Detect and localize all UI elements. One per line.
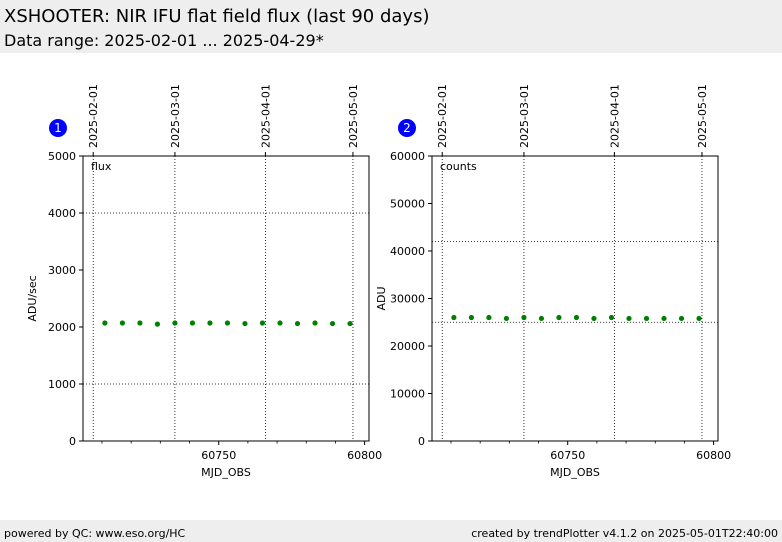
- data-point: [172, 320, 178, 326]
- y-axis-label: ADU: [375, 286, 388, 310]
- data-point: [451, 314, 457, 321]
- y-tick-label: 60000: [390, 150, 425, 163]
- panel-badge-icon: [398, 119, 416, 137]
- top-date-label: 2025-05-01: [696, 84, 709, 148]
- data-point: [521, 314, 527, 321]
- y-axis-label: ADU/sec: [26, 275, 39, 321]
- data-point: [538, 315, 545, 322]
- x-tick-label: 60750: [550, 449, 585, 462]
- data-point: [626, 315, 632, 322]
- y-tick-label: 50000: [390, 198, 425, 211]
- trend-plots: 1 2025-02-01 2025-03-01 2025-04-01 2025-05-0…: [26, 84, 731, 479]
- y-tick-label: 0: [418, 435, 425, 448]
- top-date-label: 2025-02-01: [436, 84, 449, 148]
- data-point: [329, 320, 336, 327]
- top-date-label: 2025-03-01: [518, 84, 531, 148]
- x-tick-label: 60750: [201, 449, 236, 462]
- data-point: [189, 320, 196, 326]
- top-date-label: 2025-04-01: [608, 84, 621, 148]
- x-axis-label: MJD_OBS: [550, 466, 600, 479]
- data-point: [608, 314, 615, 321]
- x-tick-label: 60800: [696, 449, 731, 462]
- y-tick-label: 20000: [390, 340, 425, 353]
- data-point: [312, 320, 318, 326]
- y-tick-label: 4000: [48, 207, 76, 220]
- panel-label: counts: [440, 160, 477, 173]
- data-point: [468, 314, 474, 321]
- top-date-label: 2025-04-01: [259, 84, 272, 148]
- data-point: [119, 320, 125, 326]
- data-point: [294, 320, 301, 327]
- data-point: [661, 315, 667, 322]
- y-tick-label: 0: [69, 435, 76, 448]
- data-point: [347, 320, 353, 327]
- data-point: [591, 315, 597, 322]
- data-point: [503, 315, 510, 322]
- data-point: [643, 315, 650, 322]
- page-title: XSHOOTER: NIR IFU flat field flux (last …: [4, 6, 430, 27]
- data-point: [224, 320, 231, 326]
- panel-badge-label: 2: [403, 121, 411, 135]
- data-point: [678, 315, 685, 322]
- y-tick-label: 10000: [390, 388, 425, 401]
- data-point: [259, 320, 266, 326]
- data-point: [102, 320, 108, 326]
- panel-badge-icon: [49, 119, 67, 137]
- data-point: [573, 314, 580, 321]
- data-point: [154, 321, 161, 327]
- x-tick-label: 60800: [347, 449, 382, 462]
- top-date-label: 2025-03-01: [169, 84, 182, 148]
- panel-badge-label: 1: [54, 121, 62, 135]
- data-point: [486, 314, 492, 321]
- plot-frame: [82, 155, 370, 442]
- data-point: [696, 315, 702, 322]
- data-point: [556, 314, 562, 321]
- panel-label: flux: [91, 160, 112, 173]
- page-header: XSHOOTER: NIR IFU flat field flux (last …: [0, 0, 782, 53]
- y-tick-label: 2000: [48, 321, 76, 334]
- y-tick-label: 3000: [48, 264, 76, 277]
- y-tick-label: 30000: [390, 293, 425, 306]
- page-subtitle: Data range: 2025-02-01 ... 2025-04-29*: [4, 31, 324, 50]
- plot-frame: [431, 155, 719, 442]
- y-tick-label: 1000: [48, 378, 76, 391]
- data-point: [277, 320, 283, 326]
- data-point: [207, 320, 213, 326]
- top-date-label: 2025-02-01: [87, 84, 100, 148]
- footer-created-by: created by trendPlotter v4.1.2 on 2025-0…: [471, 527, 778, 540]
- x-axis-label: MJD_OBS: [201, 466, 251, 479]
- data-point: [242, 320, 248, 327]
- page-footer: powered by QC: www.eso.org/HC created by…: [0, 520, 782, 542]
- y-tick-label: 5000: [48, 150, 76, 163]
- data-point: [137, 320, 143, 326]
- top-date-label: 2025-05-01: [347, 84, 360, 148]
- footer-powered-by: powered by QC: www.eso.org/HC: [4, 527, 186, 540]
- y-tick-label: 40000: [390, 245, 425, 258]
